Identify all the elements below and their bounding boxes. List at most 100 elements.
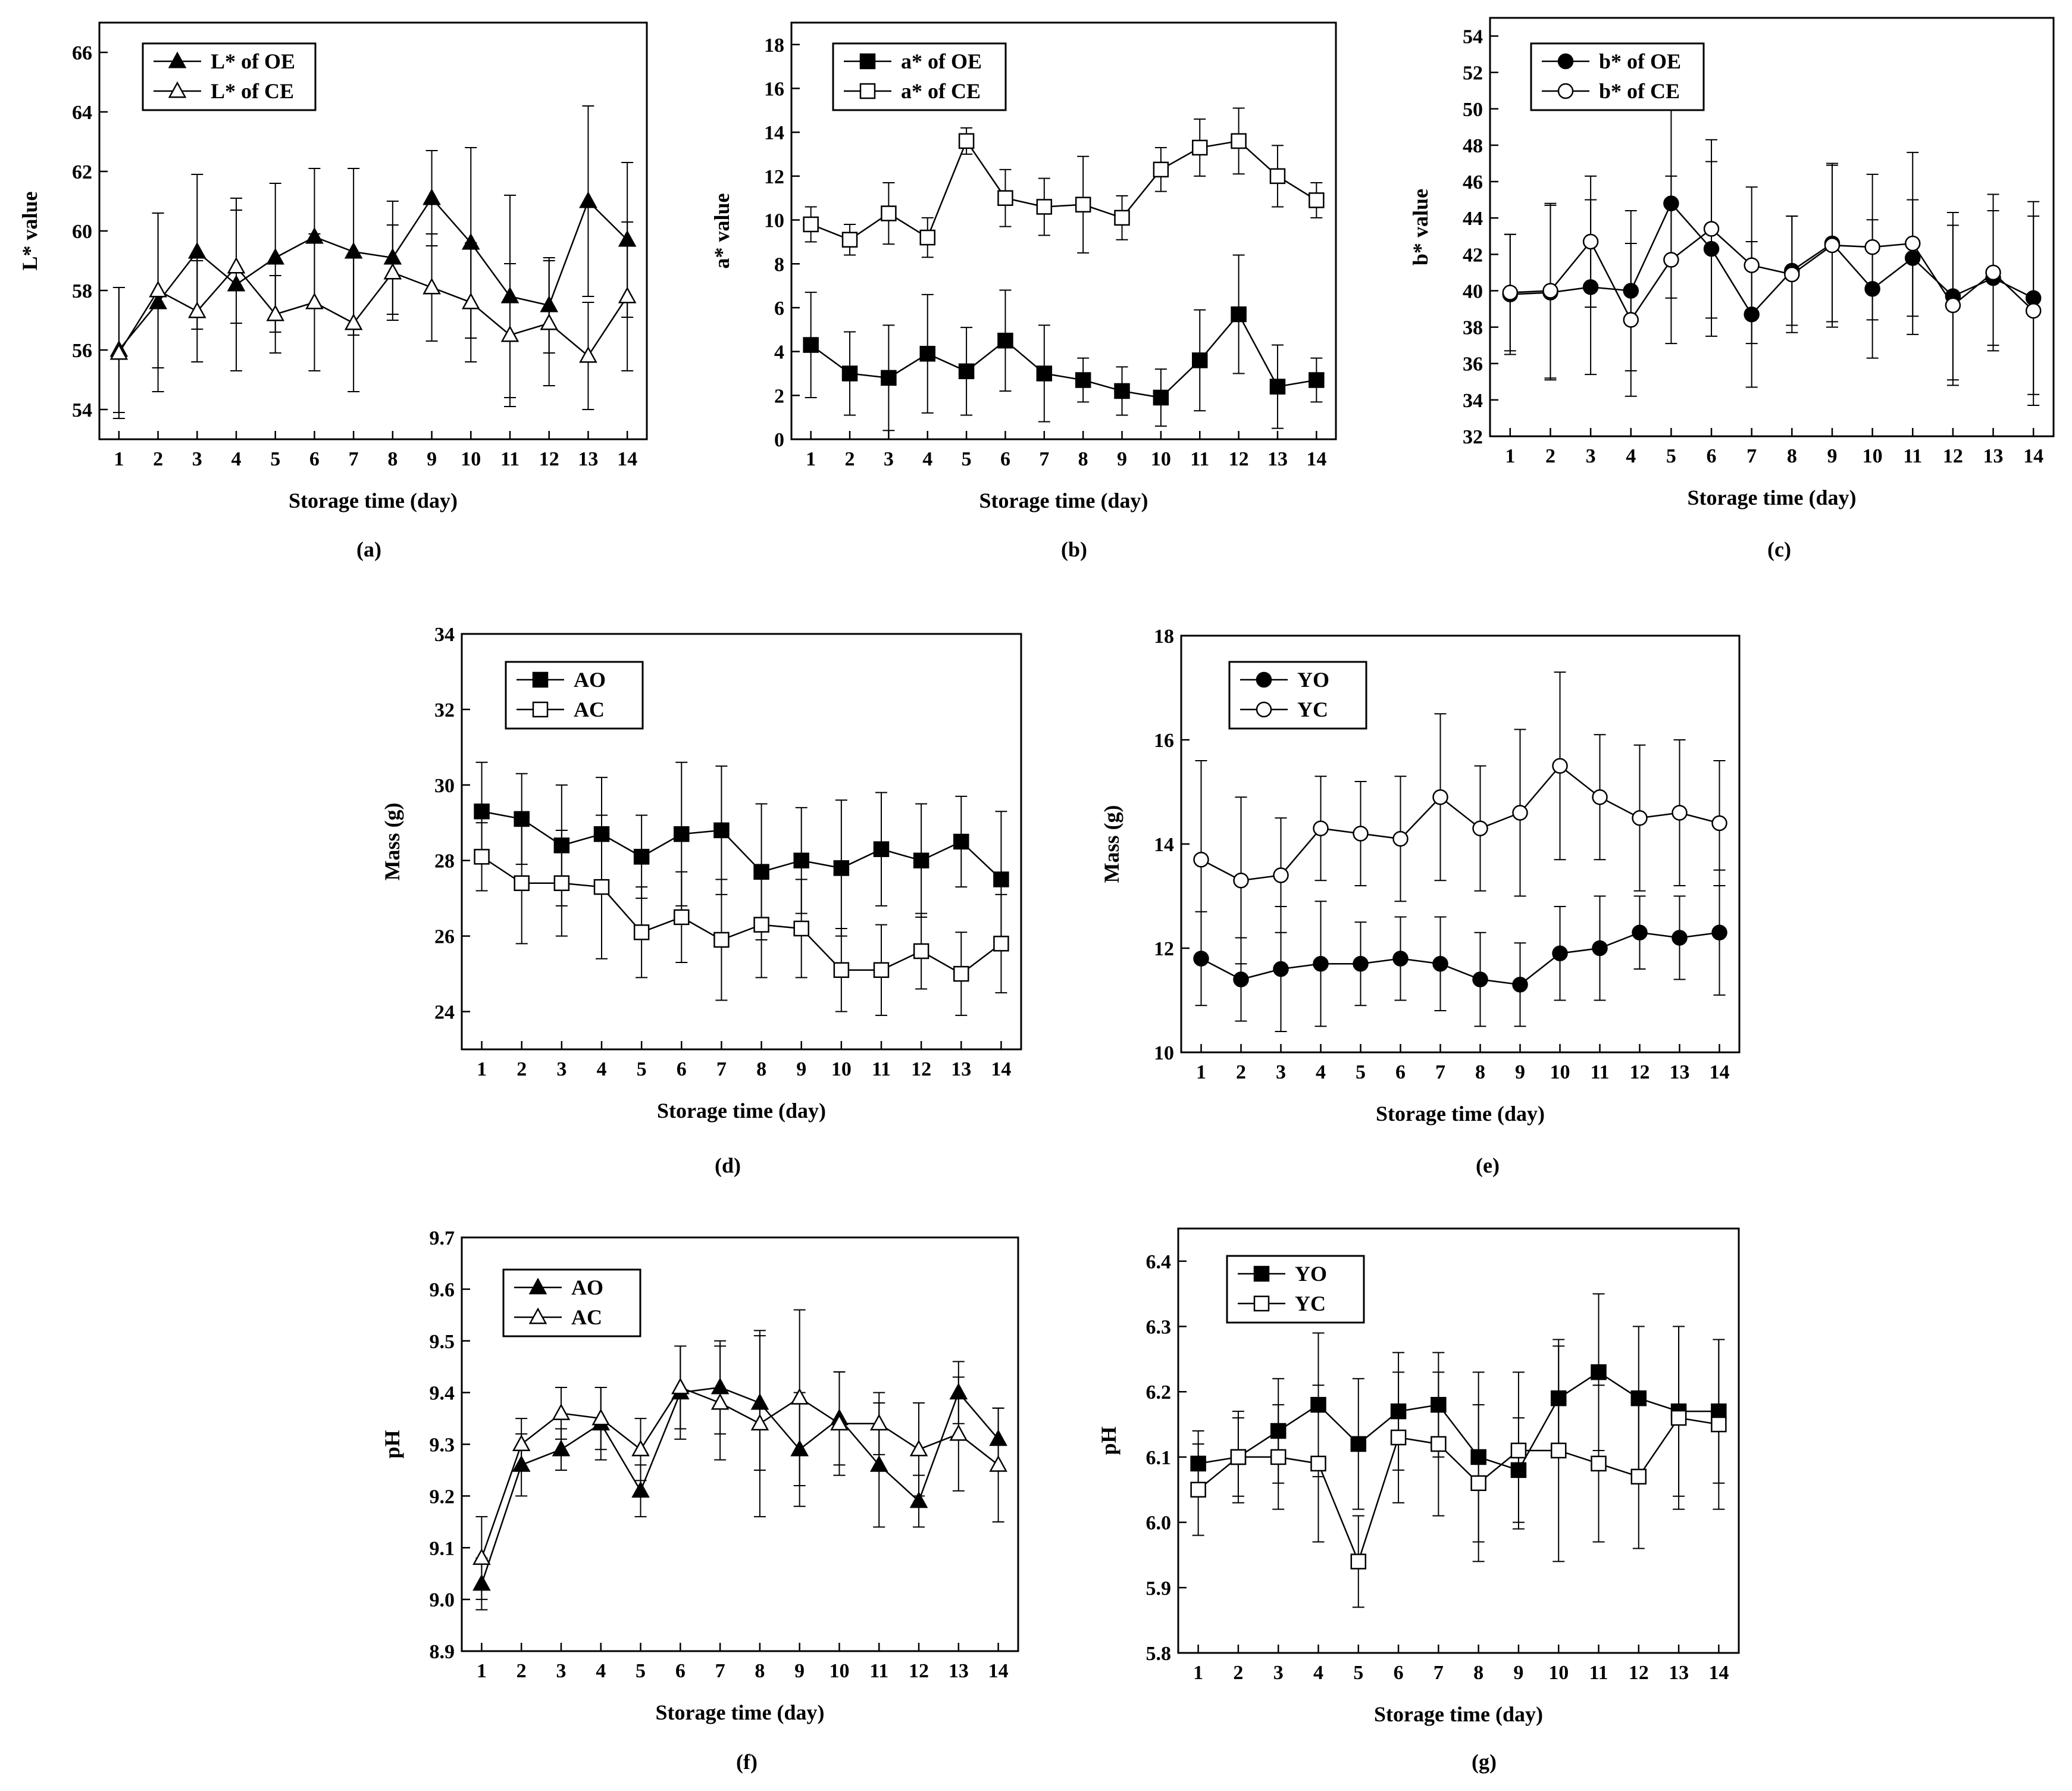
y-tick-label: 48 — [1463, 135, 1483, 157]
data-point — [873, 962, 890, 978]
x-tick-label: 11 — [1190, 448, 1209, 470]
x-axis-label: Storage time (day) — [289, 489, 458, 512]
data-point — [833, 860, 850, 876]
series-line — [481, 1386, 999, 1559]
x-tick-label: 14 — [1710, 1061, 1730, 1083]
legend-label: YO — [1295, 1262, 1327, 1286]
chart-caption: (b) — [1061, 537, 1087, 561]
y-tick-label: 52 — [1463, 62, 1483, 85]
x-tick-label: 7 — [1435, 1061, 1445, 1083]
series-open — [109, 210, 637, 419]
data-point — [1632, 924, 1648, 940]
legend: AO AC — [502, 1268, 641, 1337]
y-tick-label: 54 — [1463, 26, 1483, 48]
legend-box — [505, 661, 644, 730]
x-tick-label: 8 — [756, 1058, 766, 1080]
data-point — [1114, 210, 1130, 226]
y-tick-label: 0 — [774, 429, 784, 451]
data-point — [1864, 239, 1880, 255]
x-tick-label: 12 — [1630, 1061, 1650, 1083]
legend-label: a* of OE — [901, 49, 982, 73]
y-tick-label: 9.6 — [430, 1279, 455, 1301]
x-tick-label: 10 — [829, 1660, 849, 1682]
x-tick-label: 8 — [1078, 448, 1088, 470]
legend-marker — [859, 83, 876, 99]
y-tick-label: 14 — [764, 122, 784, 144]
x-tick-label: 11 — [500, 448, 519, 470]
legend-label: L* of CE — [211, 79, 294, 103]
x-tick-label: 8 — [1475, 1061, 1485, 1083]
data-point — [227, 257, 246, 274]
legend-marker — [528, 1277, 547, 1295]
legend-marker — [168, 51, 187, 68]
x-tick-label: 14 — [617, 448, 637, 470]
legend-label: a* of CE — [901, 79, 981, 103]
data-point — [1075, 372, 1091, 388]
data-point — [790, 1387, 809, 1405]
y-tick-label: 10 — [764, 210, 784, 232]
x-tick-label: 14 — [991, 1058, 1011, 1080]
y-tick-label: 34 — [434, 624, 455, 646]
data-point — [1353, 956, 1369, 972]
x-tick-label: 2 — [845, 448, 855, 470]
x-tick-label: 7 — [1747, 445, 1757, 467]
plot-frame — [1177, 1227, 1740, 1654]
x-tick-label: 4 — [1626, 445, 1636, 467]
x-tick-label: 6 — [309, 448, 320, 470]
data-point — [1703, 221, 1720, 237]
legend-label: b* of OE — [1599, 49, 1681, 73]
data-point — [109, 343, 129, 360]
data-point — [713, 932, 730, 948]
x-tick-label: 8 — [387, 448, 398, 470]
data-point — [873, 841, 890, 857]
x-tick-label: 12 — [1229, 448, 1249, 470]
y-tick-label: 42 — [1463, 244, 1483, 266]
y-tick-label: 46 — [1463, 171, 1483, 193]
x-axis-label: Storage time (day) — [979, 489, 1148, 512]
series-open — [1190, 1326, 1727, 1608]
data-point — [631, 1481, 650, 1498]
data-point — [997, 332, 1013, 349]
data-point — [1512, 805, 1528, 821]
legend-marker — [168, 81, 187, 98]
y-tick-label: 4 — [774, 342, 784, 364]
x-tick-label: 3 — [1586, 445, 1596, 467]
data-point — [1392, 831, 1409, 847]
x-tick-label: 3 — [884, 448, 894, 470]
data-point — [711, 1393, 730, 1410]
chart-caption: (g) — [1472, 1750, 1497, 1774]
y-tick-label: 5.8 — [1146, 1643, 1172, 1665]
data-point — [919, 346, 935, 362]
x-tick-label: 7 — [1434, 1662, 1444, 1684]
x-tick-label: 10 — [831, 1058, 852, 1080]
x-tick-label: 2 — [517, 1058, 527, 1080]
x-tick-label: 4 — [1313, 1662, 1323, 1684]
data-point — [713, 822, 730, 839]
data-point — [881, 205, 897, 221]
legend: a* of OE a* of CE — [832, 42, 1007, 111]
data-point — [1193, 852, 1209, 868]
data-point — [1502, 285, 1519, 301]
y-axis-label: Mass (g) — [380, 803, 404, 881]
x-tick-label: 5 — [637, 1058, 647, 1080]
data-point — [1552, 945, 1568, 961]
data-point — [919, 229, 935, 246]
data-point — [552, 1439, 571, 1456]
legend-label: YC — [1297, 698, 1328, 721]
y-tick-label: 34 — [1463, 390, 1483, 412]
data-point — [266, 304, 285, 321]
x-tick-label: 6 — [675, 1660, 686, 1682]
x-tick-label: 11 — [872, 1058, 891, 1080]
x-tick-label: 10 — [1550, 1061, 1570, 1083]
y-tick-label: 9.0 — [430, 1589, 455, 1611]
x-tick-label: 9 — [427, 448, 437, 470]
x-tick-label: 11 — [1590, 1061, 1609, 1083]
y-tick-label: 50 — [1463, 99, 1483, 121]
data-point — [1313, 820, 1329, 836]
data-point — [909, 1491, 928, 1508]
y-axis-label: b* value — [1409, 189, 1432, 265]
data-point — [1233, 873, 1249, 889]
legend-marker — [532, 701, 549, 718]
data-point — [841, 365, 858, 382]
